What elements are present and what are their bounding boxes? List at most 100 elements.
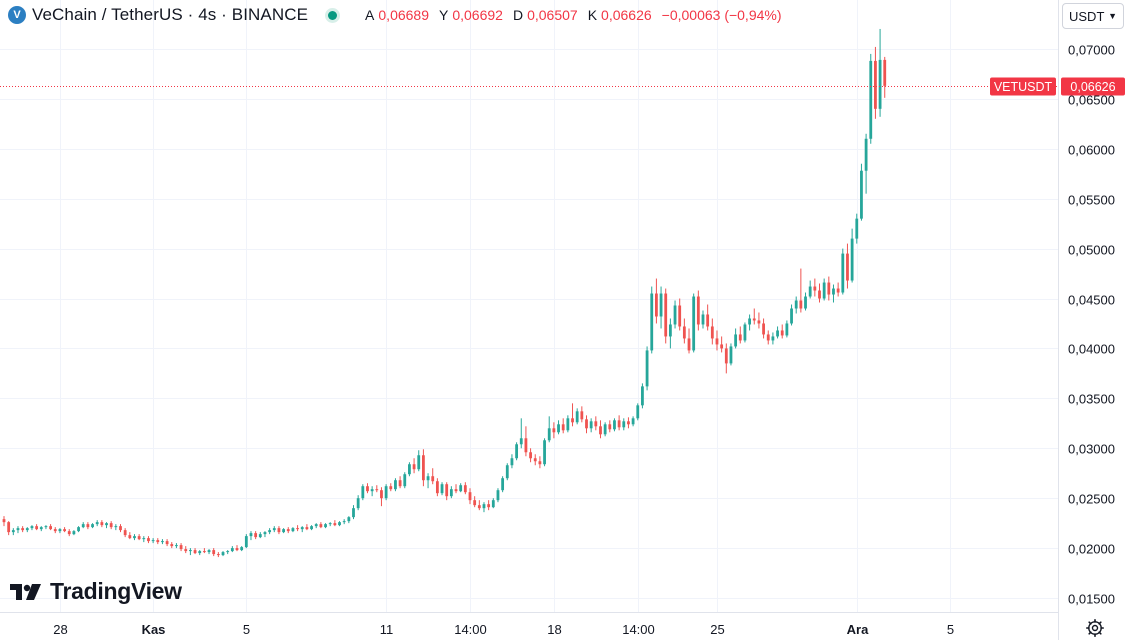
candle-body — [724, 348, 728, 364]
candle — [296, 525, 299, 532]
candle — [557, 420, 560, 435]
candle — [384, 484, 388, 501]
candle — [715, 330, 719, 351]
candle — [710, 318, 714, 345]
candle — [137, 534, 141, 541]
candle — [701, 310, 705, 329]
candle-body — [291, 528, 295, 532]
tradingview-watermark[interactable]: TradingView — [10, 578, 182, 605]
candle-body — [771, 336, 775, 341]
candle — [95, 520, 99, 527]
candle — [627, 417, 630, 429]
candle-body — [571, 418, 574, 423]
candle-body — [780, 330, 784, 336]
price-tick-label: 0,02500 — [1068, 492, 1115, 507]
candle — [449, 486, 453, 499]
candle — [813, 278, 817, 297]
candle-body — [137, 536, 141, 540]
high-key: Y — [439, 7, 449, 23]
time-axis[interactable]: 28 Kas 5 11 14:00 18 14:00 25 Ara 5 — [53, 622, 954, 637]
candle-body — [319, 524, 323, 528]
candle-body — [49, 526, 52, 530]
candle-body — [547, 428, 551, 441]
candle — [133, 534, 136, 541]
candle — [468, 488, 472, 505]
candle-body — [463, 485, 467, 493]
candle — [212, 548, 216, 557]
candle-body — [785, 323, 789, 336]
low-key: D — [512, 7, 524, 23]
candle — [286, 527, 290, 534]
candle — [221, 551, 225, 557]
candle — [594, 416, 598, 431]
candle-body — [244, 536, 248, 548]
candle-body — [552, 428, 556, 433]
currency-select[interactable]: USDT ▼ — [1062, 3, 1124, 29]
candle — [575, 408, 579, 425]
chevron-down-icon: ▼ — [1108, 11, 1117, 21]
candle — [324, 523, 327, 529]
candle-body — [25, 528, 29, 531]
candle-body — [659, 293, 663, 317]
candle-body — [729, 346, 733, 364]
candle-body — [128, 535, 132, 539]
candle — [571, 403, 574, 427]
candle-body — [189, 550, 192, 552]
candle — [580, 406, 584, 423]
symbol-title[interactable]: VeChain / TetherUS · 4s · BINANCE — [32, 5, 309, 24]
candle — [277, 526, 281, 535]
candle-body — [533, 458, 537, 462]
candle — [305, 524, 309, 531]
candle — [566, 415, 570, 433]
candle — [836, 282, 840, 297]
time-tick-label: 5 — [947, 622, 954, 637]
candle — [874, 46, 877, 119]
candle-body — [249, 533, 253, 537]
last-price-tag: VETUSDT 0,06626 — [990, 77, 1125, 96]
candle-body — [389, 486, 393, 490]
open-key: A — [365, 7, 375, 23]
price-axis[interactable]: 0,01500 0,02000 0,02500 0,03000 0,03500 0,040… — [1068, 43, 1115, 607]
tradingview-logo-icon — [10, 583, 41, 600]
candle — [142, 536, 146, 543]
candle-body — [63, 529, 66, 532]
candle-body — [832, 288, 835, 295]
candle — [105, 522, 108, 529]
candle-body — [235, 548, 239, 551]
candle-body — [706, 314, 710, 327]
candle-body — [324, 524, 327, 528]
candle-body — [743, 324, 747, 341]
candle — [463, 482, 467, 495]
candle-body — [272, 528, 276, 531]
candle-body — [77, 527, 80, 532]
watermark-text: TradingView — [50, 578, 182, 604]
candle — [179, 543, 183, 552]
candle — [738, 326, 742, 344]
candle — [240, 546, 244, 552]
settings-gear-icon[interactable] — [1085, 618, 1105, 638]
symbol-tag — [990, 77, 1056, 96]
candle-body — [338, 522, 341, 526]
candle-body — [296, 528, 299, 530]
candle — [408, 462, 411, 477]
candle — [855, 213, 859, 244]
candle-body — [184, 549, 188, 552]
candle-body — [212, 550, 216, 555]
candle — [100, 520, 104, 528]
candle-body — [300, 527, 304, 530]
candle-body — [207, 550, 211, 553]
candle — [720, 336, 724, 353]
candle-body — [468, 492, 472, 501]
candle — [440, 482, 444, 496]
candle — [338, 521, 341, 527]
candle — [230, 546, 234, 553]
candle — [794, 296, 798, 314]
candle — [860, 163, 863, 221]
candle — [585, 415, 588, 434]
candle — [226, 550, 230, 555]
candle — [552, 422, 556, 439]
price-tick-label: 0,01500 — [1068, 592, 1115, 607]
candle — [631, 416, 635, 427]
candle-body — [827, 282, 831, 295]
